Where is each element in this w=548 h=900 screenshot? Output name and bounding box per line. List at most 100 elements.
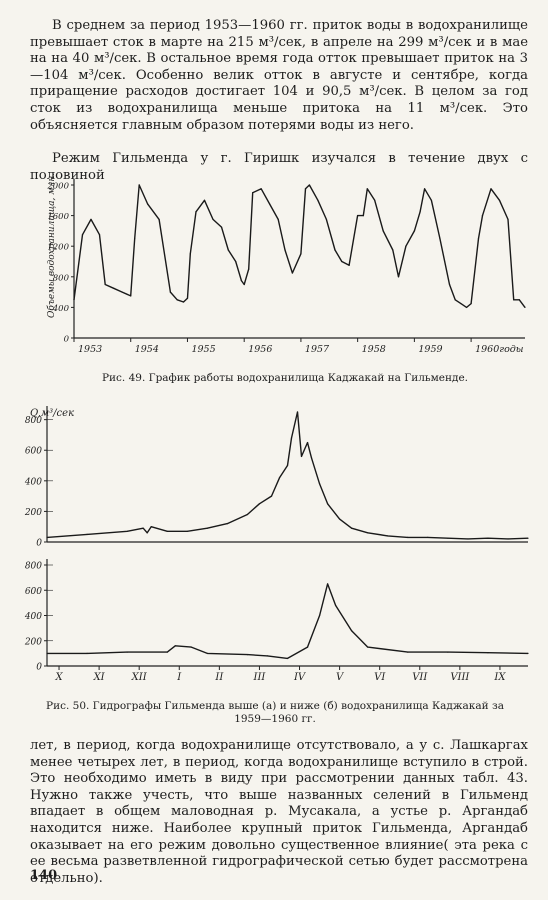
data-point [86,533,88,535]
data-point [326,503,329,505]
data-point [86,652,88,654]
series-line [46,411,529,540]
data-point [203,199,206,201]
data-point [454,299,456,301]
data-point [367,646,369,648]
y-tick-label: 0 [36,663,42,673]
data-point [81,234,84,236]
data-point [487,537,489,539]
data-point [460,302,462,305]
data-point [166,530,168,532]
x-tick-label: 1958 [362,344,386,355]
data-point [113,287,115,289]
figure-49-chart: 0 400 800 1200 1600 2000 1953 1954 1955 1956 1957 1… [46,170,526,355]
y-tick-label: 1200 [47,243,69,253]
y-tick-label: 600 [25,587,42,597]
data-point [150,526,152,528]
data-point [291,272,294,274]
x-tick-label: IV [293,672,307,683]
data-point [206,652,208,654]
data-point [220,226,223,228]
data-point [407,536,409,539]
x-tick-label: 1956 [248,344,272,355]
data-point [158,218,160,221]
x-tick-label: XI [93,672,106,683]
data-point [277,218,279,221]
data-point [104,283,106,286]
data-point [351,630,353,632]
page-number: 140 [30,868,58,883]
data-point [527,537,529,539]
data-point [341,260,343,263]
data-point [169,291,172,293]
data-point [317,199,319,201]
paragraph-1: В среднем за период 1953—1960 гг. приток… [30,18,528,133]
y-tick-label: 2000 [46,182,69,192]
x-tick-label: VIII [450,672,470,683]
y-tick-label: 800 [53,273,70,283]
data-point [226,523,228,525]
data-point [513,299,515,301]
data-point [419,211,421,213]
figure-50-caption: Рис. 50. Гидрографы Гильменда выше (а) и… [46,700,504,725]
x-tick-label: X [54,672,63,683]
data-point [195,211,197,213]
data-point [296,411,299,413]
data-point [300,455,303,457]
x-tick-label: 1959 [418,344,442,355]
data-point [326,583,329,585]
data-point [306,441,309,444]
paragraph-2: Режим Гильменда у г. Гиришк изучался в т… [30,151,528,183]
x-tick-label: VII [412,672,428,683]
data-point [465,306,468,308]
data-point [481,215,484,217]
data-point [166,651,168,653]
paragraph-3: лет, в период, когда водохранилище отсут… [30,738,528,886]
data-point [212,218,214,221]
data-point [325,218,328,221]
y-axis-label: Объемы водохранилища, млн. м³ [46,170,57,318]
data-point [357,215,359,217]
data-point [278,477,281,479]
x-tick-label: III [253,672,267,683]
data-point [306,646,309,648]
data-point [252,192,254,194]
data-point [246,654,249,656]
data-point [487,652,489,654]
data-point [134,237,136,240]
data-point [46,652,48,654]
data-point [524,306,526,308]
data-point [243,283,245,286]
data-point [439,237,441,240]
data-point [190,646,192,648]
data-point [138,184,140,186]
data-point [467,538,469,540]
data-point [142,527,144,529]
data-point [90,218,92,221]
data-point [498,199,501,201]
data-point [174,645,176,647]
data-point [206,527,208,529]
data-point [270,495,273,497]
data-point [427,536,429,539]
x-tick-label: IX [493,672,506,683]
data-point [98,234,101,236]
series-line [73,184,526,309]
y-tick-label: 200 [24,508,42,518]
data-point [413,230,415,232]
data-point [269,203,271,205]
data-point [423,188,426,190]
data-point [260,188,262,190]
data-point [470,302,472,305]
x-tick-label: V [336,672,345,683]
data-point [130,295,132,297]
data-point [189,253,191,255]
y-tick-label: 0 [36,539,42,549]
data-point [348,264,350,266]
data-point [248,268,250,270]
data-point [334,249,336,251]
data-point [374,199,376,201]
data-point [518,299,520,301]
data-point [73,299,75,301]
